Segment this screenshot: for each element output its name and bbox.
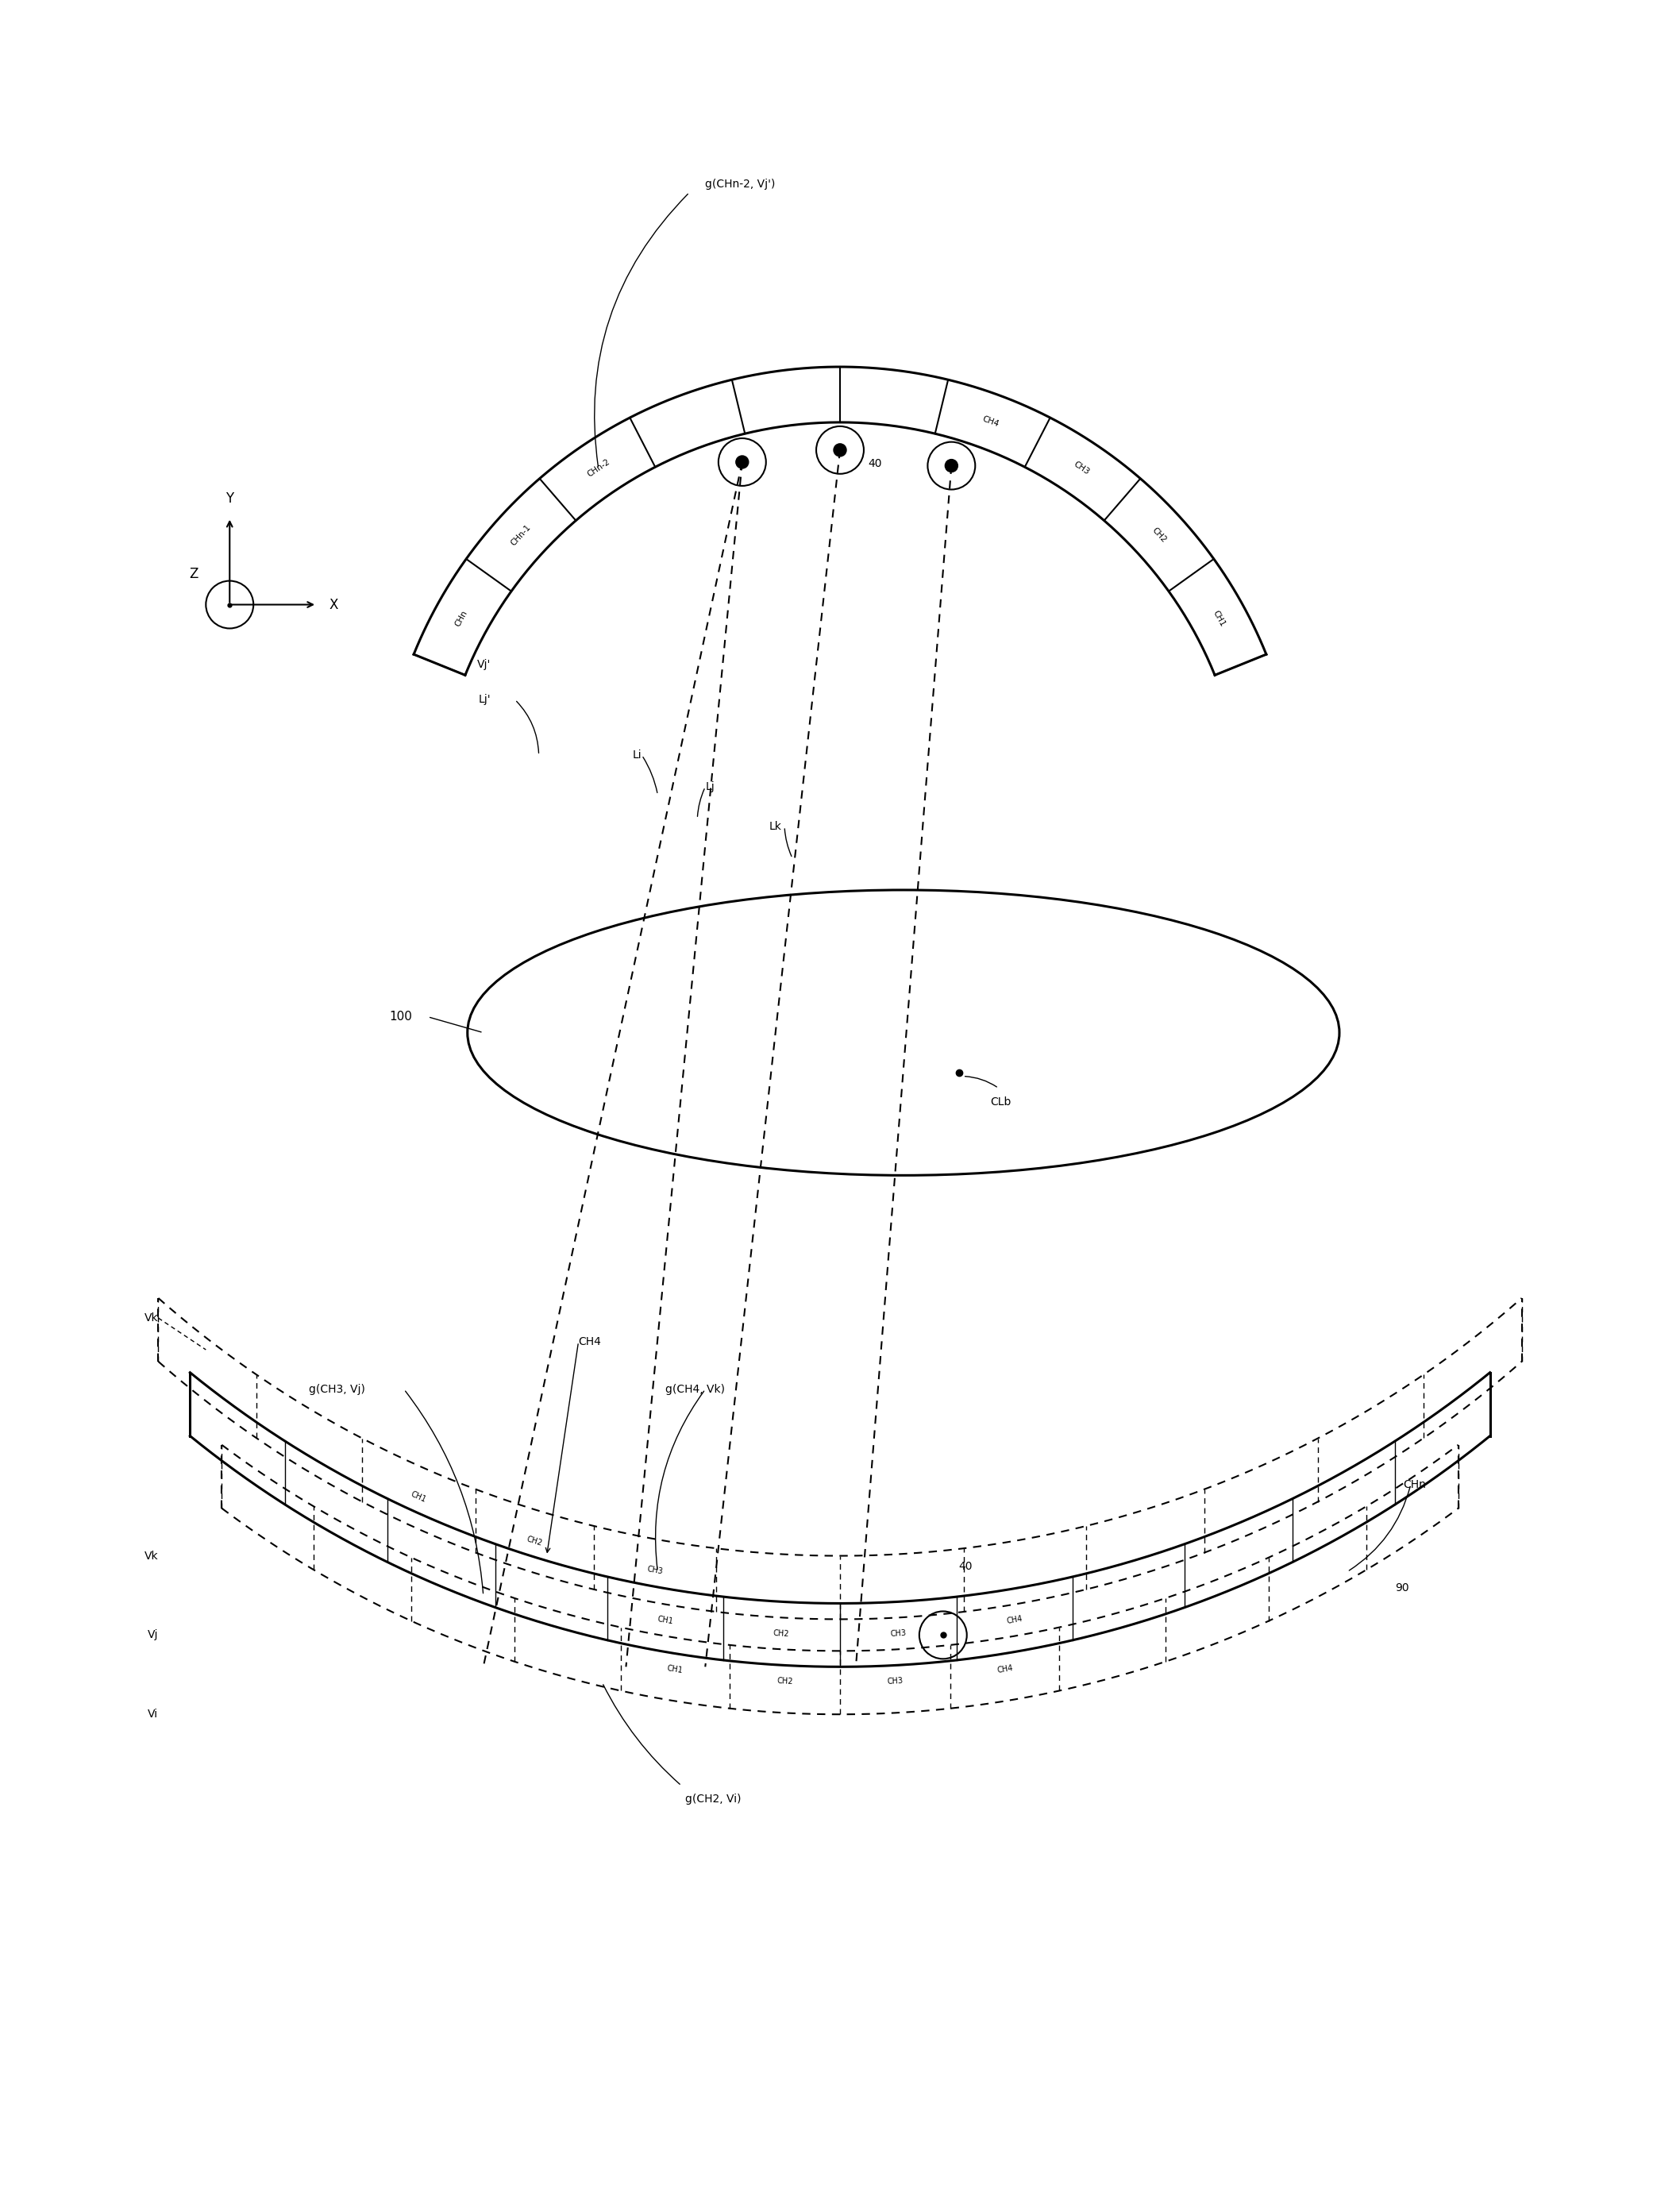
Text: g(CH2, Vi): g(CH2, Vi) (685, 1793, 741, 1804)
Text: CH1: CH1 (657, 1614, 674, 1625)
Text: CHn-1: CHn-1 (509, 523, 533, 548)
Text: 90: 90 (1394, 1581, 1410, 1594)
Text: g(CH3, Vj): g(CH3, Vj) (309, 1384, 365, 1395)
Text: Vk: Vk (144, 1550, 158, 1561)
Text: 40: 40 (959, 1561, 973, 1572)
Text: CH3: CH3 (1072, 459, 1090, 477)
Text: CH1: CH1 (410, 1490, 427, 1504)
Circle shape (736, 455, 749, 468)
Text: CH4: CH4 (981, 415, 1000, 428)
Text: X: X (329, 598, 338, 612)
Text: Lj': Lj' (479, 693, 491, 704)
Text: Y: Y (225, 490, 234, 506)
Text: CLb: CLb (991, 1095, 1011, 1106)
Text: 40: 40 (869, 457, 882, 468)
Text: CH2: CH2 (1151, 526, 1168, 545)
Text: 100: 100 (390, 1011, 412, 1022)
Text: Lk: Lk (769, 821, 781, 832)
Circle shape (833, 444, 847, 457)
Text: CH3: CH3 (647, 1565, 664, 1577)
Text: CH4: CH4 (996, 1665, 1013, 1674)
Text: CH2: CH2 (776, 1676, 793, 1685)
Text: Vj': Vj' (477, 660, 491, 671)
Text: Vj: Vj (148, 1630, 158, 1641)
Text: Lj: Lj (706, 782, 714, 793)
Text: CH2: CH2 (526, 1535, 543, 1548)
Text: CHn: CHn (1403, 1479, 1426, 1490)
Text: CH4: CH4 (1006, 1614, 1023, 1625)
Text: Z: Z (188, 567, 198, 581)
Text: CH3: CH3 (890, 1630, 907, 1638)
Text: g(CH4, Vk): g(CH4, Vk) (665, 1384, 726, 1395)
Text: Vk: Vk (144, 1312, 158, 1323)
Text: CH4: CH4 (578, 1336, 601, 1347)
Text: Li: Li (633, 751, 642, 762)
Text: CH1: CH1 (667, 1665, 684, 1674)
Circle shape (946, 459, 958, 473)
Text: CH2: CH2 (773, 1630, 790, 1638)
Text: Vi: Vi (148, 1709, 158, 1720)
Text: CH3: CH3 (887, 1676, 904, 1685)
Text: g(CHn-2, Vj'): g(CHn-2, Vj') (706, 179, 776, 190)
Text: CHn-2: CHn-2 (586, 457, 612, 479)
Text: CHn: CHn (454, 609, 469, 627)
Text: CH1: CH1 (1211, 609, 1226, 627)
